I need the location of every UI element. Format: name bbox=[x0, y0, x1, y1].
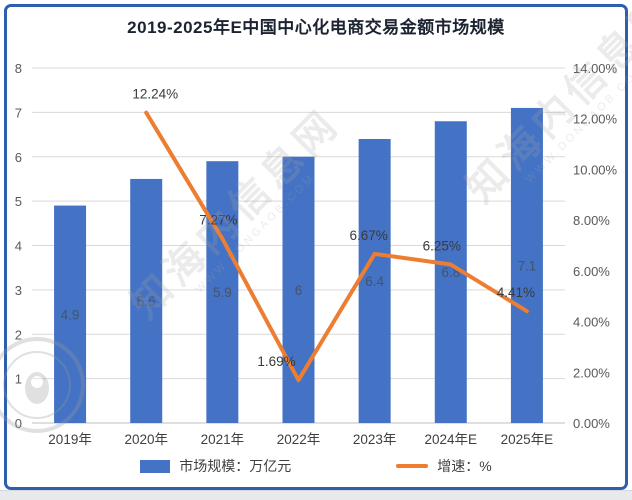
line-value-label: 4.41% bbox=[497, 285, 535, 300]
y-left-tick-label: 7 bbox=[15, 105, 22, 120]
bar bbox=[206, 161, 239, 423]
line-value-label: 6.67% bbox=[350, 228, 388, 243]
x-axis-label: 2025年E bbox=[501, 432, 554, 447]
line-series-swatch bbox=[396, 463, 429, 469]
x-axis-label: 2019年 bbox=[48, 432, 92, 447]
y-left-tick-label: 5 bbox=[15, 194, 22, 209]
growth-line bbox=[144, 110, 529, 383]
legend-item-growth-rate: 增速：% bbox=[396, 456, 492, 476]
legend-label: 增速：% bbox=[437, 458, 492, 474]
y-left-tick-label: 0 bbox=[15, 416, 22, 431]
y-left-tick-label: 1 bbox=[15, 372, 22, 387]
y-left-tick-label: 2 bbox=[15, 327, 22, 342]
bar bbox=[358, 139, 391, 423]
legend-label: 市场规模：万亿元 bbox=[179, 458, 292, 474]
bar bbox=[510, 107, 543, 423]
y-right-tick-label: 10.00% bbox=[573, 162, 618, 177]
y-right-tick-label: 6.00% bbox=[573, 264, 610, 279]
y-left-tick-label: 8 bbox=[15, 61, 22, 76]
line-value-label: 7.27% bbox=[199, 213, 237, 228]
x-axis-label: 2024年E bbox=[425, 432, 478, 447]
bar-value-label: 6.4 bbox=[365, 274, 384, 289]
x-axis-label: 2022年 bbox=[277, 432, 321, 447]
bar-value-label: 4.9 bbox=[61, 307, 80, 322]
y-left-tick-label: 6 bbox=[15, 150, 22, 165]
line-value-label: 6.25% bbox=[423, 239, 461, 254]
bar-series-swatch bbox=[140, 459, 171, 473]
y-right-tick-label: 4.00% bbox=[573, 315, 610, 330]
y-right-tick-label: 8.00% bbox=[573, 213, 610, 228]
bar-value-label: 7.1 bbox=[518, 258, 537, 273]
y-right-tick-label: 2.00% bbox=[573, 365, 610, 380]
bar bbox=[130, 178, 163, 423]
bar bbox=[54, 205, 87, 423]
x-axis-label: 2020年 bbox=[124, 432, 168, 447]
page-background-strip bbox=[0, 490, 632, 500]
line-value-label: 1.69% bbox=[257, 354, 295, 369]
bar-value-label: 5.5 bbox=[137, 294, 156, 309]
y-right-tick-label: 12.00% bbox=[573, 112, 618, 127]
x-axis-label: 2023年 bbox=[353, 432, 397, 447]
y-left-tick-label: 3 bbox=[15, 283, 22, 298]
chart-title: 2019-2025年E中国中心化电商交易金额市场规模 bbox=[127, 18, 505, 37]
y-right-tick-label: 0.00% bbox=[573, 416, 610, 431]
x-axis-label: 2021年 bbox=[201, 432, 245, 447]
bar-value-label: 6 bbox=[295, 283, 303, 298]
y-right-tick-label: 14.00% bbox=[573, 61, 618, 76]
bar-value-label: 5.9 bbox=[213, 285, 232, 300]
legend-item-market-size: 市场规模：万亿元 bbox=[140, 456, 291, 476]
chart-legend: 市场规模：万亿元 增速：% bbox=[0, 456, 632, 476]
y-left-tick-label: 4 bbox=[15, 239, 22, 254]
line-value-label: 12.24% bbox=[132, 87, 178, 102]
